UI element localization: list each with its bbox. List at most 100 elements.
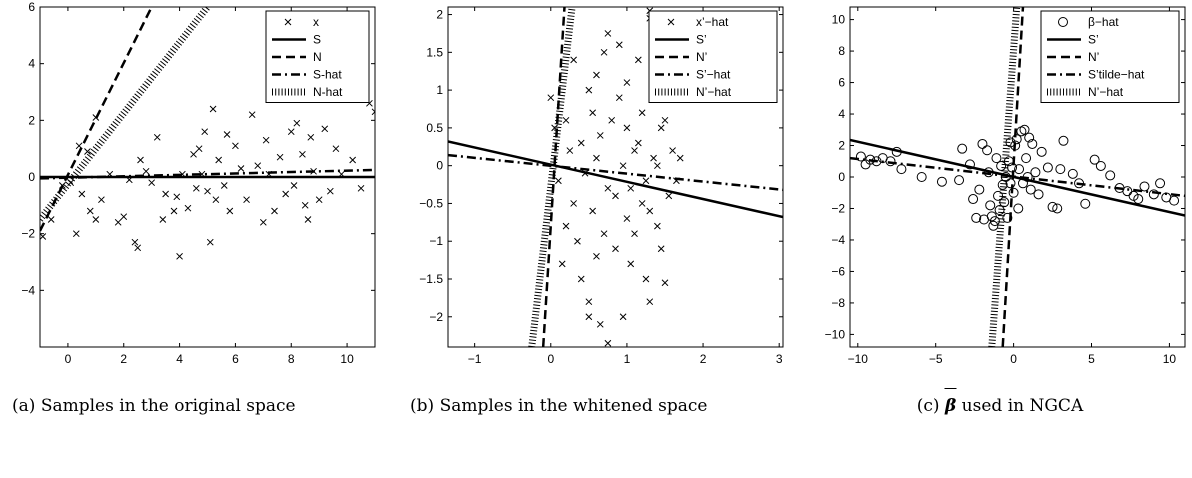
y-tick-label: 2 (838, 139, 845, 153)
data-point (40, 233, 47, 240)
data-point (974, 184, 985, 195)
data-point (638, 200, 646, 207)
data-point (585, 298, 593, 306)
y-tick-label: 4 (28, 57, 35, 71)
caption-a-tag: (a) (12, 396, 36, 416)
data-point (1011, 134, 1022, 145)
data-point (589, 207, 597, 215)
data-point (1033, 189, 1044, 200)
legend-label: S (313, 33, 321, 47)
caption-c: (c) β used in NGCA (820, 388, 1180, 422)
data-point (293, 119, 301, 127)
legend-label: N’ (696, 50, 707, 64)
data-point (885, 156, 896, 167)
y-tick-label: −1.5 (419, 272, 443, 286)
series-line-dashed (1001, 7, 1025, 347)
data-point (593, 154, 600, 162)
data-point (615, 41, 623, 49)
legend: x’−hat S’ N’ S’−hat N’−hat (648, 10, 778, 103)
series-line-solid (850, 138, 1185, 217)
data-point (646, 298, 654, 306)
data-point (993, 190, 1004, 201)
data-point (148, 179, 156, 187)
data-point (271, 207, 278, 215)
data-point (1148, 189, 1159, 200)
data-point (159, 216, 167, 223)
data-point (1027, 138, 1038, 149)
data-point (1024, 132, 1035, 143)
data-point (585, 86, 593, 94)
data-point (623, 79, 631, 86)
y-tick-label: −4 (21, 283, 35, 297)
data-point (204, 187, 211, 195)
data-point (954, 175, 965, 186)
data-point (623, 215, 631, 222)
data-point (996, 160, 1007, 171)
data-point (669, 147, 676, 154)
data-point (988, 220, 999, 231)
data-point (596, 132, 604, 139)
data-point (650, 154, 657, 162)
x-tick-label: 0 (65, 352, 72, 366)
y-tick-label: −10 (825, 327, 846, 341)
data-point (957, 143, 968, 154)
data-point (577, 139, 585, 147)
y-tick-label: −8 (831, 296, 845, 310)
x-tick-label: 5 (1088, 352, 1095, 366)
data-point (1030, 167, 1041, 178)
data-point (259, 218, 267, 226)
data-point (47, 216, 55, 223)
data-point (964, 159, 975, 170)
data-point (287, 128, 295, 136)
data-point (600, 230, 608, 238)
data-point (307, 133, 315, 141)
axes-frame (447, 6, 784, 348)
y-tick-label: 1 (436, 83, 443, 97)
data-point (212, 196, 220, 204)
data-point (654, 162, 661, 170)
legend-label: S’ (696, 33, 707, 47)
beta-hat-symbol: β (943, 388, 958, 422)
data-point (290, 182, 298, 189)
data-point (1155, 178, 1166, 189)
data-point (593, 252, 600, 260)
caption-a-text: Samples in the original space (40, 396, 296, 416)
data-point (276, 153, 284, 161)
data-point (627, 184, 635, 192)
data-point (936, 176, 947, 187)
data-point (612, 192, 619, 200)
data-point (1052, 203, 1063, 214)
data-point (634, 56, 642, 64)
y-tick-label: 4 (838, 107, 845, 121)
data-point (631, 230, 638, 238)
data-point (600, 48, 608, 56)
legend-label: N (313, 50, 322, 64)
panel-a: 0 2 4 6 8 10 −4 −2 0 2 4 6 xSN S-hat N-hat (21, 0, 376, 366)
data-point (1067, 168, 1078, 179)
data-point (1036, 146, 1047, 157)
data-point (627, 260, 635, 268)
data-point (646, 207, 654, 215)
data-point (604, 184, 612, 192)
x-tick-label: 10 (1163, 352, 1177, 366)
data-point (982, 145, 993, 156)
x-tick-label: 2 (120, 352, 127, 366)
x-tick-label: −5 (929, 352, 943, 366)
x-tick-label: 0 (1010, 352, 1017, 366)
data-point (589, 109, 597, 117)
data-point (1058, 135, 1069, 146)
data-point (585, 313, 593, 321)
y-tick-label: −6 (831, 264, 845, 278)
y-tick-label: 1.5 (426, 45, 443, 59)
legend-marker (1058, 17, 1068, 27)
data-point (371, 108, 375, 116)
data-point (615, 94, 623, 102)
y-tick-label: 0 (28, 170, 35, 184)
data-point (612, 245, 619, 253)
data-point (1089, 154, 1100, 165)
panel-c: −10 −5 0 5 10 −10 −8 −6 −4 −2 0 2 4 6 8 10 β−hat S’ N’ S’ti… (825, 6, 1186, 366)
y-tick-label: 2 (436, 8, 443, 22)
data-point (1025, 184, 1036, 195)
data-point (170, 207, 178, 215)
